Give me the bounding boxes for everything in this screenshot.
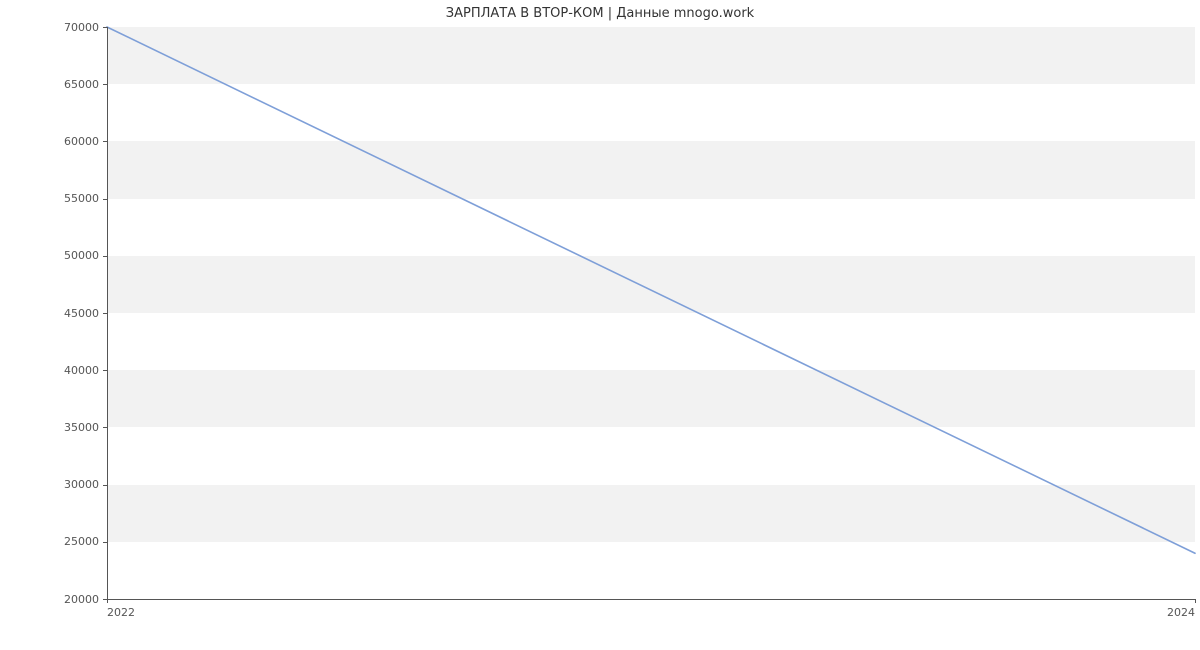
y-tick	[103, 427, 107, 428]
y-tick-label: 20000	[64, 593, 99, 606]
y-tick	[103, 84, 107, 85]
y-tick-label: 30000	[64, 478, 99, 491]
y-tick	[103, 256, 107, 257]
plot-area	[107, 27, 1195, 599]
x-tick-label: 2022	[107, 606, 135, 619]
y-tick	[103, 370, 107, 371]
y-tick	[103, 27, 107, 28]
y-tick	[103, 485, 107, 486]
chart-title: ЗАРПЛАТА В ВТОР-КОМ | Данные mnogo.work	[0, 6, 1200, 21]
y-tick-label: 60000	[64, 135, 99, 148]
x-tick	[107, 599, 108, 603]
y-tick-label: 55000	[64, 192, 99, 205]
y-tick-label: 35000	[64, 421, 99, 434]
x-tick	[1195, 599, 1196, 603]
y-tick-label: 40000	[64, 364, 99, 377]
y-tick-label: 50000	[64, 249, 99, 262]
y-tick-label: 65000	[64, 78, 99, 91]
series-layer	[107, 27, 1195, 599]
y-tick	[103, 141, 107, 142]
x-tick-label: 2024	[1167, 606, 1195, 619]
salary-chart: ЗАРПЛАТА В ВТОР-КОМ | Данные mnogo.work …	[0, 0, 1200, 650]
y-axis-line	[107, 27, 108, 599]
y-tick-label: 45000	[64, 307, 99, 320]
y-tick	[103, 313, 107, 314]
x-axis-line	[107, 599, 1195, 600]
y-tick	[103, 542, 107, 543]
y-tick-label: 25000	[64, 535, 99, 548]
y-tick-label: 70000	[64, 21, 99, 34]
y-tick	[103, 199, 107, 200]
series-line	[107, 27, 1195, 553]
